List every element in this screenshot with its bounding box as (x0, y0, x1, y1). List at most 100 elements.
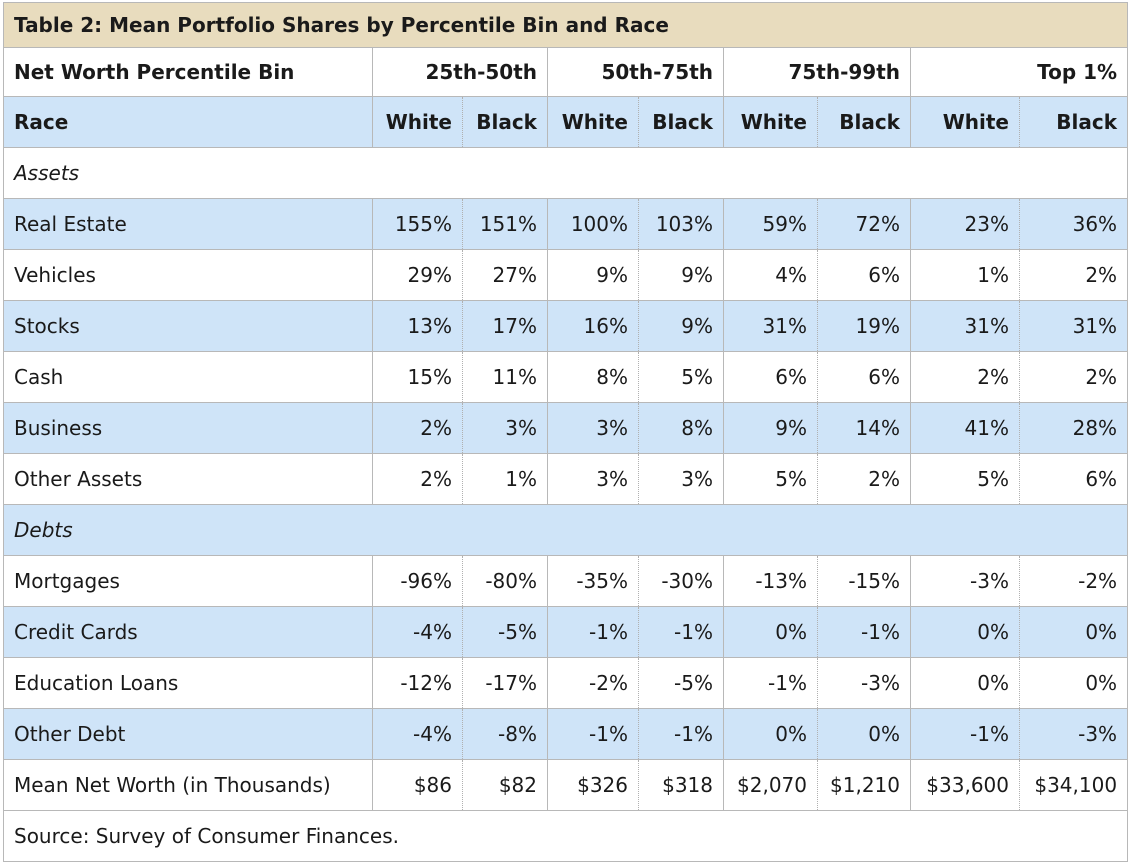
table-cell: -80% (462, 555, 548, 607)
table-cell: 0% (1018, 606, 1128, 658)
table-cell: 9% (638, 300, 724, 352)
row-label: Other Assets (3, 453, 373, 505)
table-cell: 1% (910, 249, 1020, 301)
table-cell: 31% (723, 300, 818, 352)
row-label: Real Estate (3, 198, 373, 250)
race-header: Black (638, 96, 724, 148)
table-cell: 31% (1018, 300, 1128, 352)
table-cell: 29% (372, 249, 463, 301)
table-cell: 103% (638, 198, 724, 250)
table-cell: 2% (910, 351, 1020, 403)
table-cell: 8% (638, 402, 724, 454)
race-header: White (910, 96, 1020, 148)
source-note: Source: Survey of Consumer Finances. (2, 810, 1128, 862)
table-cell: 14% (817, 402, 911, 454)
table-cell: 2% (1018, 351, 1128, 403)
table-cell: -3% (1018, 708, 1128, 760)
row-label: Cash (3, 351, 373, 403)
table-title: Table 2: Mean Portfolio Shares by Percen… (2, 2, 1128, 48)
table-cell: $1,210 (817, 759, 911, 811)
section-label-debts: Debts (2, 504, 1128, 556)
table-cell: 27% (462, 249, 548, 301)
table-cell: -4% (372, 708, 463, 760)
bin-header: 75th-99th (723, 47, 911, 97)
table-cell: $34,100 (1018, 759, 1128, 811)
table-cell: 0% (723, 606, 818, 658)
table-cell: 16% (547, 300, 639, 352)
table-cell: 151% (462, 198, 548, 250)
table-cell: 2% (1018, 249, 1128, 301)
table-cell: 3% (462, 402, 548, 454)
table-cell: $33,600 (910, 759, 1020, 811)
table-cell: -1% (817, 606, 911, 658)
table-cell: 6% (1018, 453, 1128, 505)
section-row-debts: Debts (2, 504, 1128, 556)
table-cell: -13% (723, 555, 818, 607)
table-row: Mortgages -96% -80% -35% -30% -13% -15% -3% -2% (3, 555, 1128, 607)
table-row: Credit Cards -4% -5% -1% -1% 0% -1% 0% 0% (3, 606, 1128, 658)
table-cell: 3% (547, 453, 639, 505)
race-header: White (547, 96, 639, 148)
table-cell: 59% (723, 198, 818, 250)
table-row: Vehicles 29% 27% 9% 9% 4% 6% 1% 2% (3, 249, 1128, 301)
table-cell: 2% (372, 453, 463, 505)
table-cell: 28% (1018, 402, 1128, 454)
table-cell: 5% (910, 453, 1020, 505)
table-cell: -5% (462, 606, 548, 658)
table-row: Real Estate 155% 151% 100% 103% 59% 72% 23% 36% (3, 198, 1128, 250)
table-cell: 2% (817, 453, 911, 505)
table-cell: 9% (547, 249, 639, 301)
bin-header: Top 1% (909, 47, 1128, 97)
table-row: Education Loans -12% -17% -2% -5% -1% -3% 0% 0% (3, 657, 1128, 709)
table-cell: 0% (910, 657, 1020, 709)
bin-header: 50th-75th (547, 47, 724, 97)
table-cell: -3% (910, 555, 1020, 607)
table-cell: 100% (547, 198, 639, 250)
section-label-assets: Assets (2, 147, 1128, 199)
row-label: Vehicles (3, 249, 373, 301)
table-cell: 6% (723, 351, 818, 403)
table-cell: $86 (372, 759, 463, 811)
table-cell: 1% (462, 453, 548, 505)
table-cell: 6% (817, 351, 911, 403)
table-cell: 6% (817, 249, 911, 301)
table-cell: 5% (638, 351, 724, 403)
row-label: Credit Cards (3, 606, 373, 658)
race-header: Black (817, 96, 911, 148)
table-cell: 9% (723, 402, 818, 454)
table-cell: -35% (547, 555, 639, 607)
table-cell: 23% (910, 198, 1020, 250)
table-cell: -8% (462, 708, 548, 760)
table-cell: $82 (462, 759, 548, 811)
table-cell: 41% (910, 402, 1020, 454)
table-cell: -1% (638, 606, 724, 658)
table-cell: 72% (817, 198, 911, 250)
table-cell: 5% (723, 453, 818, 505)
table-cell: -1% (547, 606, 639, 658)
table-cell: 36% (1018, 198, 1128, 250)
table-cell: $318 (638, 759, 724, 811)
bin-header-label: Net Worth Percentile Bin (3, 47, 373, 97)
table-cell: -12% (372, 657, 463, 709)
table-cell: 0% (723, 708, 818, 760)
race-header-row: Race White Black White Black White Black… (3, 96, 1128, 148)
table-cell: 155% (372, 198, 463, 250)
row-label: Business (3, 402, 373, 454)
table-cell: -2% (1018, 555, 1128, 607)
table-cell: 4% (723, 249, 818, 301)
table-cell: -1% (547, 708, 639, 760)
row-label: Education Loans (3, 657, 373, 709)
table-row: Other Assets 2% 1% 3% 3% 5% 2% 5% 6% (3, 453, 1128, 505)
table-cell: -30% (638, 555, 724, 607)
table-row: Stocks 13% 17% 16% 9% 31% 19% 31% 31% (3, 300, 1128, 352)
race-header: Black (1018, 96, 1128, 148)
source-row: Source: Survey of Consumer Finances. (2, 810, 1128, 862)
table-cell: -3% (817, 657, 911, 709)
race-header: White (723, 96, 818, 148)
table-cell: -15% (817, 555, 911, 607)
race-header: Black (462, 96, 548, 148)
bin-header-row: Net Worth Percentile Bin 25th-50th 50th-… (3, 47, 1128, 97)
table-cell: 9% (638, 249, 724, 301)
table-row: Cash 15% 11% 8% 5% 6% 6% 2% 2% (3, 351, 1128, 403)
table-row: Mean Net Worth (in Thousands) $86 $82 $326 $… (3, 759, 1128, 811)
